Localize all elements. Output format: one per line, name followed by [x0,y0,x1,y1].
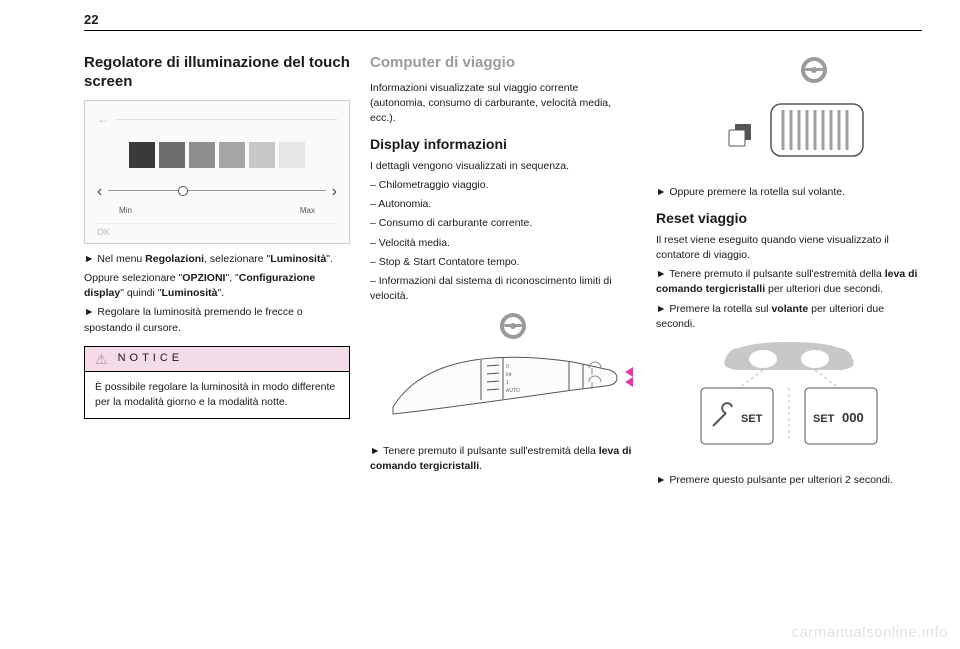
col1-p2-mid: ", " [225,272,238,284]
svg-text:SET: SET [741,413,763,425]
wheel-svg [656,52,922,172]
col1-p2-b1: OPZIONI [182,272,225,284]
chevron-right-icon: › [332,180,337,203]
brightness-slider-row: ‹ › [97,180,337,203]
watermark: carmanualsonline.info [792,624,948,641]
content-columns: Regolatore di illuminazione del touch sc… [84,50,922,492]
column-3: Oppure premere la rotella sul volante. R… [656,50,922,492]
col2-item-4: Stop & Start Contatore tempo. [370,255,636,270]
col3-p3-pre: Premere la rotella sul [669,303,771,315]
col2-title: Computer di viaggio [370,54,636,73]
brightness-labels: Min Max [97,205,337,217]
reset-figure: SET SET 000 [656,340,922,465]
swatch-3 [189,142,215,168]
brightness-handle[interactable] [178,186,188,196]
col3-p2: Tenere premuto il pulsante sull'estremit… [656,267,922,297]
stalk-figure: 0 Int 1 AUTO [370,312,636,437]
col3-p3: Premere la rotella sul volante per ulter… [656,302,922,332]
col2-intro: Informazioni visualizzate sul viaggio co… [370,81,636,127]
col2-after-pre: Tenere premuto il pulsante sull'estremit… [383,445,599,457]
swatch-1 [129,142,155,168]
swatch-2 [159,142,185,168]
col2-subintro: I dettagli vengono visualizzati in seque… [370,159,636,174]
column-2: Computer di viaggio Informazioni visuali… [370,50,636,492]
stalk-svg: 0 Int 1 AUTO [370,312,636,432]
col2-item-5: Informazioni dal sistema di riconoscimen… [370,274,636,304]
notice-body: È possibile regolare la luminosità in mo… [85,372,349,418]
wheel-figure [656,52,922,177]
notice-title: NOTICE [118,351,184,367]
col2-after: Tenere premuto il pulsante sull'estremit… [370,444,636,474]
stalk-label-int: Int [506,372,512,378]
swatch-5 [249,142,275,168]
stalk-label-1: 1 [506,380,509,386]
col3-subtitle: Reset viaggio [656,208,922,228]
col1-p2-post: ". [218,287,225,299]
back-icon: ← [97,111,109,128]
svg-text:000: 000 [842,410,864,425]
col2-subtitle: Display informazioni [370,134,636,154]
brightness-slider[interactable] [108,185,325,197]
col2-item-0: Chilometraggio viaggio. [370,178,636,193]
col3-p4: Premere questo pulsante per ulteriori 2 … [656,473,922,488]
warning-icon: ⚠ [95,352,108,366]
brightness-figure: ← ‹ › Min Max OK [84,100,350,244]
chevron-left-icon: ‹ [97,180,102,203]
max-label: Max [300,205,315,217]
swatch-4 [219,142,245,168]
col2-item-2: Consumo di carburante corrente. [370,216,636,231]
col2-after-post: . [479,460,482,472]
brightness-header: ← [97,111,337,128]
reset-svg: SET SET 000 [656,340,922,460]
column-1: Regolatore di illuminazione del touch sc… [84,50,350,492]
stalk-label-auto: AUTO [506,388,520,394]
notice-head: ⚠ NOTICE [85,347,349,372]
col2-item-1: Autonomia. [370,197,636,212]
col1-p2-mid2: " quindi " [120,287,161,299]
col3-p3-b: volante [771,303,808,315]
swatch-6 [279,142,305,168]
col3-p2-post: per ulteriori due secondi. [765,283,883,295]
brightness-swatches [97,142,337,168]
min-label: Min [119,205,132,217]
page-number: 22 [84,12,98,27]
ok-label: OK [97,223,337,239]
col1-p1-post: ". [326,253,333,265]
col1-p1: Nel menu Regolazioni, selezionare "Lumin… [84,252,350,267]
col1-p1-pre: Nel menu [97,253,145,265]
col3-p1: Oppure premere la rotella sul volante. [656,185,922,200]
col1-p1-mid: , selezionare " [204,253,270,265]
notice-box: ⚠ NOTICE È possibile regolare la luminos… [84,346,350,419]
brightness-header-rule [117,119,337,120]
col3-p2-pre: Tenere premuto il pulsante sull'estremit… [669,268,885,280]
col1-p2-pre: Oppure selezionare " [84,272,182,284]
col1-p3: Regolare la luminosità premendo le frecc… [84,305,350,335]
col3-intro: Il reset viene eseguito quando viene vis… [656,233,922,263]
top-rule [84,30,922,31]
col1-p2-b3: Luminosità [162,287,218,299]
col1-p1-b2: Luminosità [270,253,326,265]
col2-item-3: Velocità media. [370,236,636,251]
col1-p2: Oppure selezionare "OPZIONI", "Configura… [84,271,350,301]
stalk-label-0: 0 [506,364,509,370]
svg-text:SET: SET [813,413,835,425]
col1-title: Regolatore di illuminazione del touch sc… [84,54,350,92]
col1-p1-b1: Regolazioni [145,253,204,265]
